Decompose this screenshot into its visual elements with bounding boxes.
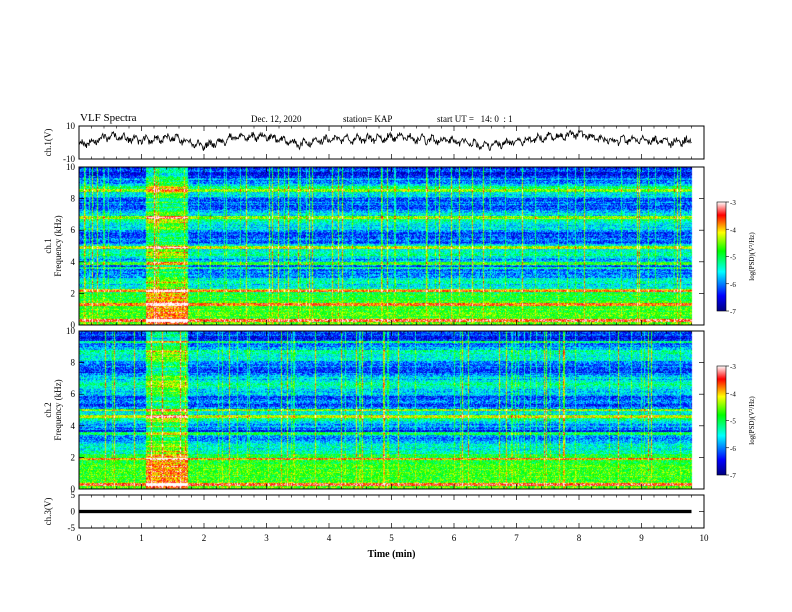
y-tick-label: 6 (71, 225, 76, 235)
x-tick-label: 5 (389, 533, 394, 543)
colorbar-label: log(PSD)(V²/Hz) (748, 232, 756, 281)
figure-title: VLF Spectra (80, 112, 137, 124)
y-tick-label: 0 (71, 507, 76, 517)
y-tick-label: 0 (71, 320, 76, 330)
y-tick-label: 8 (71, 358, 76, 368)
spectrogram-image (79, 167, 704, 325)
y-tick-label: 0 (71, 484, 76, 494)
colorbar-tick-label: -4 (730, 226, 736, 234)
y-tick-label: 4 (71, 421, 76, 431)
y-tick-label: 2 (71, 288, 76, 298)
ch2-spectrogram-ylabel-line2: Frequency (kHz) (53, 379, 63, 440)
colorbar-tick-label: -7 (730, 472, 736, 480)
x-tick-label: 9 (639, 533, 644, 543)
x-axis-label: Time (min) (368, 549, 416, 560)
ch3-waveform-line (79, 509, 692, 514)
colorbar-tick-label: -6 (730, 281, 736, 289)
y-tick-label: 10 (66, 121, 76, 131)
y-tick-label: 2 (71, 452, 76, 462)
colorbar-label: log(PSD)(V²/Hz) (748, 396, 756, 445)
ch1-colorbar (716, 201, 727, 312)
start-ut-label: start UT = 14: 0 : 1 (437, 114, 513, 124)
colorbar-tick-label: -4 (730, 390, 736, 398)
colorbar-tick-label: -5 (730, 254, 736, 262)
ch2-colorbar (716, 365, 727, 476)
colorbar-tick-label: -3 (730, 363, 736, 371)
y-tick-label: 5 (71, 490, 76, 500)
station-label: station= KAP (343, 114, 393, 124)
y-tick-label: 10 (66, 326, 76, 336)
y-tick-label: 4 (71, 257, 76, 267)
x-tick-label: 8 (577, 533, 582, 543)
y-tick-label: -10 (63, 154, 75, 164)
x-tick-label: 7 (514, 533, 519, 543)
y-tick-label: 6 (71, 389, 76, 399)
ch3-waveform-ylabel: ch.3(V) (43, 498, 53, 526)
ch1-spectrogram-ylabel-line2: Frequency (kHz) (53, 215, 63, 276)
colorbar-tick-label: -3 (730, 199, 736, 207)
spectrogram-image (79, 331, 704, 489)
x-tick-label: 2 (202, 533, 207, 543)
y-tick-label: 8 (71, 194, 76, 204)
ch1-spectrogram-ylabel-line1: ch.1 (43, 238, 53, 253)
ch1-waveform-line (79, 129, 692, 151)
colorbar-tick-label: -7 (730, 308, 736, 316)
y-tick-label: 10 (66, 162, 76, 172)
x-tick-label: 1 (139, 533, 144, 543)
y-tick-label: -5 (68, 523, 76, 533)
ch1-waveform-ylabel: ch.1(V) (43, 129, 53, 157)
x-tick-label: 10 (700, 533, 710, 543)
x-tick-label: 6 (452, 533, 457, 543)
date-label: Dec. 12, 2020 (251, 114, 302, 124)
colorbar-tick-label: -6 (730, 445, 736, 453)
ch2-spectrogram-ylabel-line1: ch.2 (43, 402, 53, 417)
x-tick-label: 0 (77, 533, 82, 543)
x-tick-label: 4 (327, 533, 332, 543)
colorbar-tick-label: -5 (730, 418, 736, 426)
x-tick-label: 3 (264, 533, 269, 543)
